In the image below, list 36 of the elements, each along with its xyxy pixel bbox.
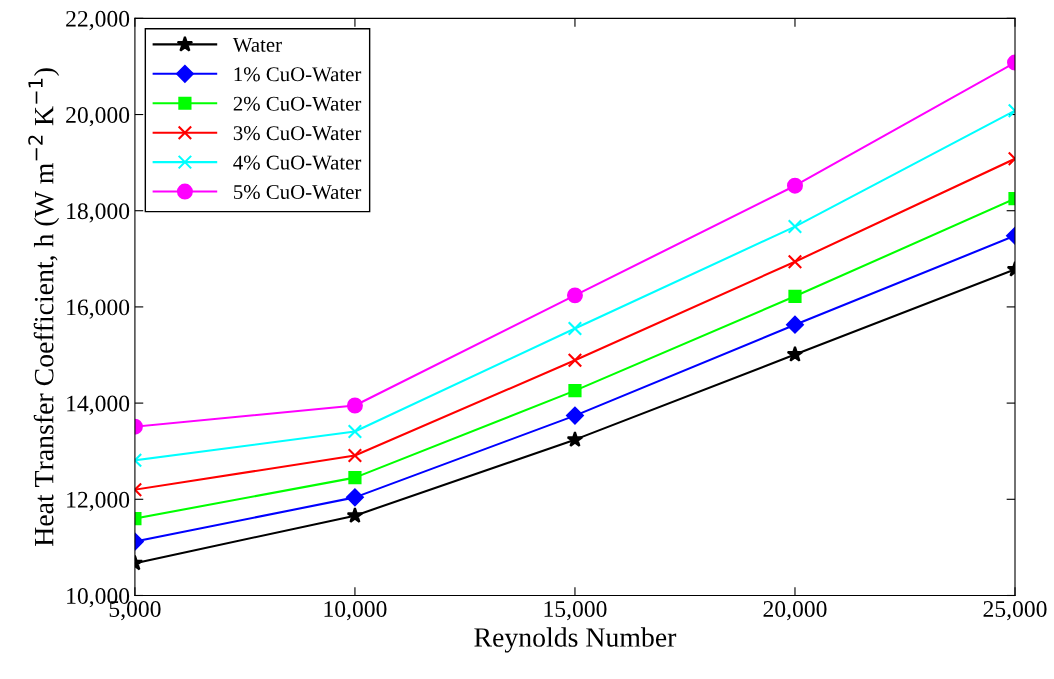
point (346, 506, 364, 523)
point (786, 315, 804, 334)
legend-label: 5% CuO-Water (234, 185, 362, 200)
point (788, 289, 802, 303)
point (786, 177, 803, 194)
legend-label: 2% CuO-Water (233, 96, 362, 111)
point (568, 384, 582, 398)
point (348, 471, 362, 485)
y-tick-label: 12,000 (67, 491, 130, 512)
x-tick-label: 20,000 (763, 601, 827, 621)
legend-label: 4% CuO-Water (233, 155, 362, 170)
point (566, 406, 584, 425)
y-tick-label: 20,000 (66, 107, 130, 127)
y-tick-label: 18,000 (67, 203, 130, 223)
point (566, 430, 584, 447)
point (566, 287, 583, 304)
y-tick-label: 22,000 (66, 10, 130, 31)
x-axis-title: Reynolds Number (474, 627, 677, 653)
y-tick-label: 16,000 (67, 299, 130, 319)
point (346, 488, 364, 507)
point (786, 345, 804, 362)
point (347, 448, 363, 463)
x-tick-label: 25,000 (983, 601, 1047, 621)
point (346, 397, 363, 414)
legend-label: Water (232, 38, 282, 52)
x-tick-label: 10,000 (324, 601, 387, 621)
x-tick-label: 15,000 (544, 601, 607, 621)
legend-label: 1% CuO-Water (234, 67, 362, 82)
y-axis-title: Heat Transfer Coefficient, h (W m$^{−2}$ K$^{−1}$) (28, 68, 60, 546)
point (567, 321, 583, 336)
point (787, 254, 803, 269)
point (347, 424, 363, 439)
legend-label: 3% CuO-Water (233, 126, 362, 141)
y-tick-label: 14,000 (67, 395, 130, 415)
point (567, 353, 583, 368)
point (787, 219, 803, 234)
